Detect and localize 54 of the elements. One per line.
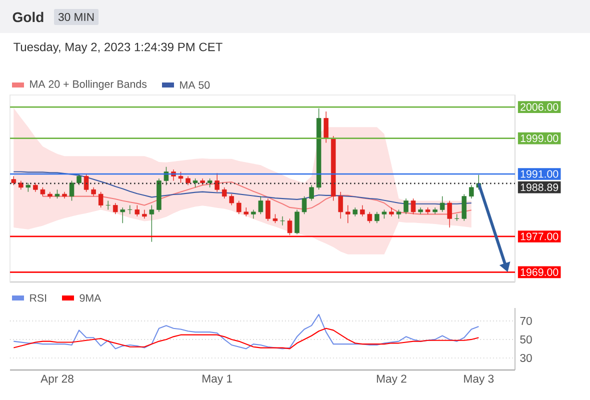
candlestick — [112, 202, 118, 214]
candlestick — [229, 194, 234, 206]
candlestick — [266, 198, 270, 222]
y-tick-label: 70 — [520, 316, 532, 325]
candlestick — [142, 209, 147, 219]
ref-line-label: 1991.00 — [520, 170, 558, 178]
y-tick-label: 30 — [520, 354, 532, 362]
x-tick-label: May 2 — [376, 374, 406, 385]
candlestick — [251, 209, 256, 219]
candlestick — [404, 198, 408, 214]
candlestick — [214, 172, 220, 192]
candlestick — [134, 204, 140, 217]
candlestick — [149, 204, 154, 242]
candlestick — [309, 184, 314, 202]
candlestick — [76, 174, 82, 186]
candlestick — [462, 194, 467, 222]
candlestick — [367, 212, 372, 224]
candlestick — [324, 111, 328, 144]
candlestick — [120, 207, 126, 224]
candlestick — [447, 200, 452, 228]
legend-label: RSI — [30, 294, 46, 302]
candlestick — [346, 204, 350, 224]
legend-label: 9MA — [80, 294, 102, 302]
ref-line-label: 1977.00 — [520, 232, 558, 240]
ref-line-label: 2006.00 — [520, 103, 558, 111]
text: Tuesday, May 2, 2023 1:24:39 PM CET — [14, 42, 222, 54]
candlestick — [236, 200, 242, 214]
legend-label: MA 50 — [180, 81, 210, 89]
x-tick-label: Apr 28 — [40, 374, 74, 385]
candlestick — [410, 198, 416, 214]
candlestick — [294, 209, 300, 235]
x-tick-label: May 1 — [202, 374, 232, 385]
ref-line-label: 1969.00 — [520, 268, 558, 276]
y-tick-label: 50 — [520, 335, 532, 344]
candlestick — [98, 192, 104, 208]
candlestick — [389, 207, 394, 217]
chart-subtitle: 30 MIN — [58, 13, 94, 22]
candlestick — [469, 184, 474, 199]
ref-line-label: 1999.00 — [520, 134, 558, 142]
candlestick — [69, 180, 74, 202]
candlestick — [84, 174, 89, 192]
candlestick — [374, 212, 380, 224]
chart-title: Gold — [12, 12, 44, 22]
candlestick — [302, 196, 307, 214]
candlestick — [338, 192, 343, 219]
candlestick — [178, 171, 184, 184]
x-tick-label: May 3 — [464, 374, 494, 385]
candlestick — [440, 196, 445, 212]
candlestick — [222, 187, 227, 199]
candlestick — [287, 218, 292, 236]
legend-label: MA 20 + Bollinger Bands — [30, 80, 147, 90]
ref-line-label: 1988.89 — [520, 184, 558, 192]
candlestick — [360, 204, 365, 217]
candlestick — [258, 196, 264, 214]
